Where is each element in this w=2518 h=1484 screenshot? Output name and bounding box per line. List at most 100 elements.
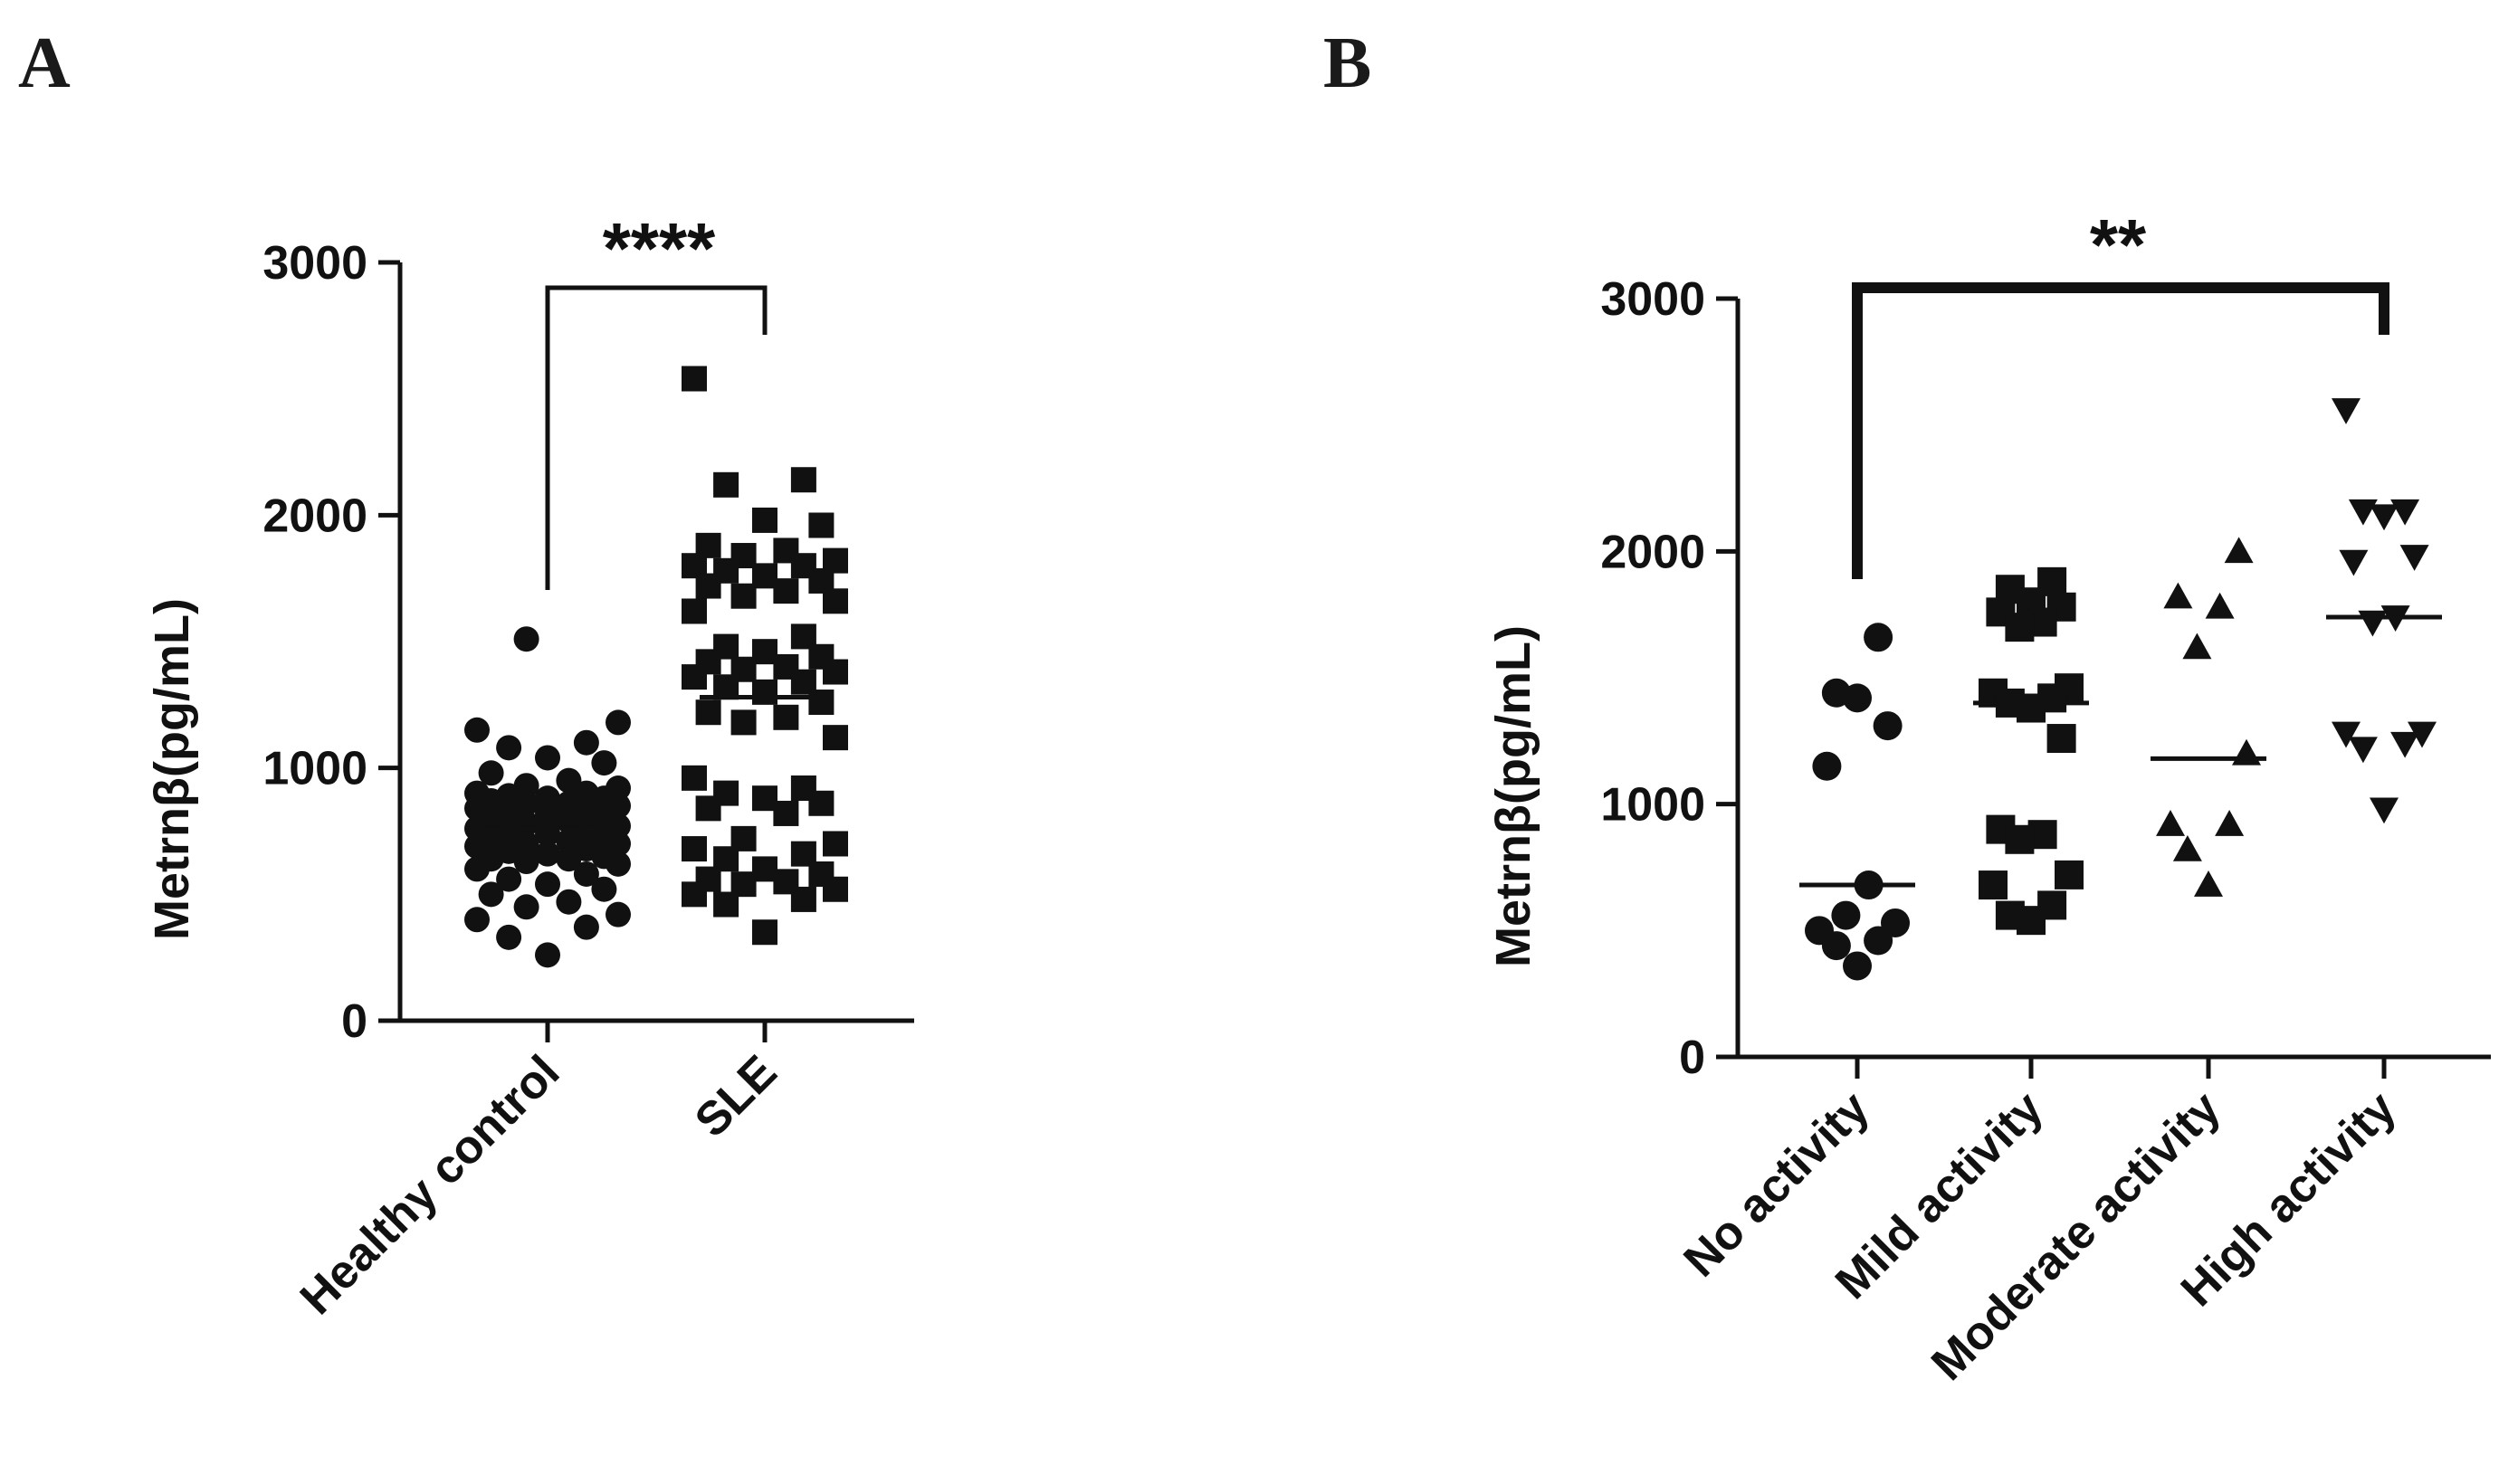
data-point [790,467,816,493]
significance-bracket [545,285,768,590]
data-point [808,690,835,716]
data-point [773,800,799,826]
data-point [573,914,599,940]
data-point [682,366,707,392]
data-point [2408,721,2437,748]
panel-a-significance: **** [603,208,716,289]
data-point [535,785,560,812]
data-point [513,849,539,875]
data-point [496,800,522,826]
x-tick-label: SLE [685,1045,787,1147]
data-point [790,886,816,912]
data-point [535,745,560,771]
data-point [752,639,777,665]
data-point [823,831,848,857]
data-point [535,841,560,867]
data-point [823,659,848,685]
data-point [752,785,777,812]
data-point [556,790,582,816]
data-point [1979,870,2008,900]
data-point [752,563,777,589]
data-point [496,866,522,892]
panel-label-b: B [1323,24,1371,103]
data-point [773,578,799,604]
data-point [695,699,721,726]
data-point [682,836,707,862]
data-point [2156,810,2185,836]
data-point [556,767,582,794]
data-point [2390,731,2420,758]
data-point [730,583,757,609]
data-point [682,765,707,791]
y-tick-label: 2000 [1600,526,1705,578]
data-point [1864,926,1893,956]
data-point [773,704,799,730]
data-point [2194,870,2223,897]
data-point [573,861,599,887]
panel-b-ylabel: Metrnβ(pg/mL) [1486,625,1540,967]
data-point [513,831,539,857]
data-point [808,790,835,816]
data-point [695,795,721,822]
data-point [2182,633,2212,660]
x-tick-label: Healthy control [291,1045,570,1325]
data-point [2215,810,2245,836]
y-tick-label: 2000 [262,490,367,542]
data-point [535,821,560,847]
data-point [752,919,777,946]
data-point [478,846,504,872]
y-tick-label: 1000 [1600,779,1705,832]
data-point [2348,737,2378,764]
data-point [2339,549,2369,576]
data-point [682,664,707,690]
data-point [695,573,721,599]
data-point [496,924,522,950]
data-point [2046,724,2076,754]
data-point [2163,582,2193,609]
data-point [2055,860,2084,889]
panel-label-a: A [18,24,71,103]
panel-b-significance: ** [2090,205,2147,285]
y-tick-label: 0 [341,995,367,1048]
data-point [2172,834,2202,861]
y-tick-label: 1000 [262,743,367,795]
data-point [808,512,835,538]
data-point [1873,711,1903,741]
data-point [606,901,631,928]
data-point [2399,545,2429,571]
data-point [535,942,560,968]
data-point [606,709,631,736]
data-point [682,881,707,908]
data-point [730,709,757,736]
data-point [591,876,617,902]
data-point [478,881,504,908]
data-point [2332,721,2361,748]
data-point [573,729,599,756]
data-point [752,507,777,533]
data-point [713,471,739,498]
data-point [713,891,739,918]
data-point [823,588,848,614]
y-tick-label: 0 [1679,1032,1705,1084]
data-point [1821,931,1851,961]
data-point [1864,623,1893,652]
y-tick-label: 3000 [1600,273,1705,326]
data-point [464,907,490,933]
data-point [1831,900,1861,930]
data-point [513,894,539,920]
data-point [823,725,848,751]
data-point [823,876,848,902]
x-tick-label: Moderate activity [1922,1081,2230,1390]
data-point [606,851,631,877]
data-point [682,598,707,624]
data-point [2205,592,2235,619]
data-point [1843,951,1872,981]
data-point [2348,499,2378,526]
data-point [2232,738,2261,766]
data-point [513,626,539,652]
data-point [2358,610,2388,637]
data-point [2005,824,2035,854]
data-point [1812,751,1842,781]
data-point [2370,504,2399,531]
data-point [2005,613,2035,642]
